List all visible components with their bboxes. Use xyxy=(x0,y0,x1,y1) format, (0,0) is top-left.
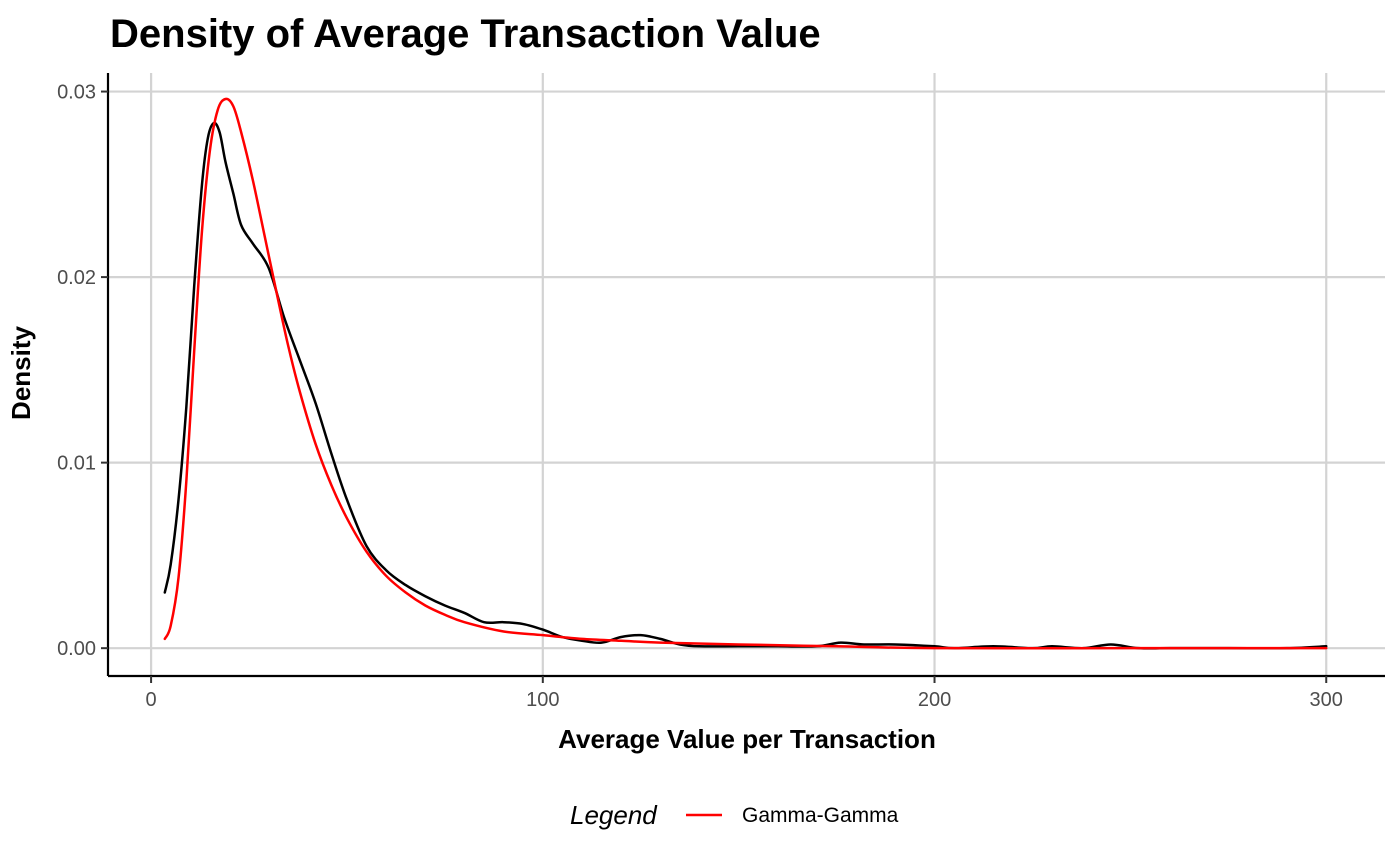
y-tick-label-0.02: 0.02 xyxy=(57,267,96,289)
series-line-gamma-gamma xyxy=(163,97,1328,650)
ticks-layer: 0 100 200 300 0.00 0.01 0.02 0.03 xyxy=(57,82,1343,711)
series-line-density xyxy=(163,121,1328,650)
x-tick-label-200: 200 xyxy=(918,689,951,711)
series-layer xyxy=(163,97,1328,650)
legend-title: Legend xyxy=(570,800,658,830)
y-tick-label-0.03: 0.03 xyxy=(57,82,96,104)
x-tick-label-100: 100 xyxy=(526,689,559,711)
chart-title: Density of Average Transaction Value xyxy=(110,12,821,56)
x-tick-label-0: 0 xyxy=(146,689,157,711)
y-tick-label-0.00: 0.00 xyxy=(57,638,96,660)
legend: Legend Gamma-Gamma xyxy=(570,800,899,830)
y-tick-label-0.01: 0.01 xyxy=(57,453,96,475)
axes-layer xyxy=(106,73,1385,678)
x-axis-title: Average Value per Transaction xyxy=(558,724,936,754)
legend-label-gamma-gamma: Gamma-Gamma xyxy=(742,804,899,827)
y-axis-title: Density xyxy=(6,326,36,420)
grid-layer xyxy=(108,73,1385,676)
x-tick-label-300: 300 xyxy=(1310,689,1343,711)
